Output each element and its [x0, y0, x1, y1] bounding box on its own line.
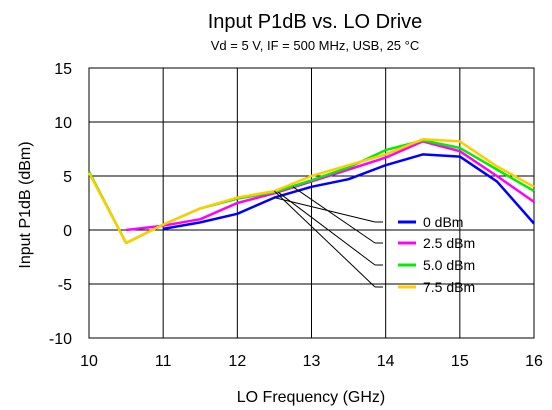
plot-area — [88, 67, 535, 339]
chart-title: Input P1dB vs. LO Drive — [208, 11, 423, 33]
legend: 0 dBm 2.5 dBm 5.0 dBm 7.5 dBm — [274, 186, 475, 295]
legend-leader-1 — [292, 186, 376, 244]
grid — [88, 67, 535, 339]
chart-subtitle: Vd = 5 V, IF = 500 MHz, USB, 25 °C — [211, 38, 419, 53]
legend-leader-3 — [274, 190, 376, 288]
legend-label: 0 dBm — [423, 214, 463, 230]
y-tick-label: 5 — [63, 169, 72, 186]
y-tick-label: 0 — [63, 223, 72, 240]
y-tick-label: 15 — [54, 61, 72, 78]
series-line-1 — [125, 140, 535, 232]
x-tick-labels: 10 11 12 13 14 15 16 — [80, 353, 543, 370]
legend-label: 2.5 dBm — [423, 235, 475, 251]
x-tick-label: 10 — [80, 353, 98, 370]
x-tick-label: 15 — [451, 353, 469, 370]
legend-label: 5.0 dBm — [423, 257, 475, 273]
x-axis-label: LO Frequency (GHz) — [237, 389, 385, 406]
series-line-0 — [162, 153, 535, 231]
legend-leader-2 — [277, 191, 376, 266]
x-tick-label: 13 — [303, 353, 321, 370]
legend-label: 7.5 dBm — [423, 279, 475, 295]
series-line-3 — [87, 138, 535, 245]
y-tick-label: -10 — [49, 331, 72, 348]
y-tick-label: 10 — [54, 115, 72, 132]
y-tick-labels: 15 10 5 0 -5 -10 — [49, 61, 72, 348]
y-tick-label: -5 — [58, 277, 72, 294]
x-tick-label: 12 — [228, 353, 246, 370]
series-layer — [87, 138, 535, 245]
y-axis-label: Input P1dB (dBm) — [17, 141, 34, 268]
x-tick-label: 11 — [155, 353, 172, 370]
x-tick-label: 14 — [377, 353, 395, 370]
x-tick-label: 16 — [525, 353, 543, 370]
